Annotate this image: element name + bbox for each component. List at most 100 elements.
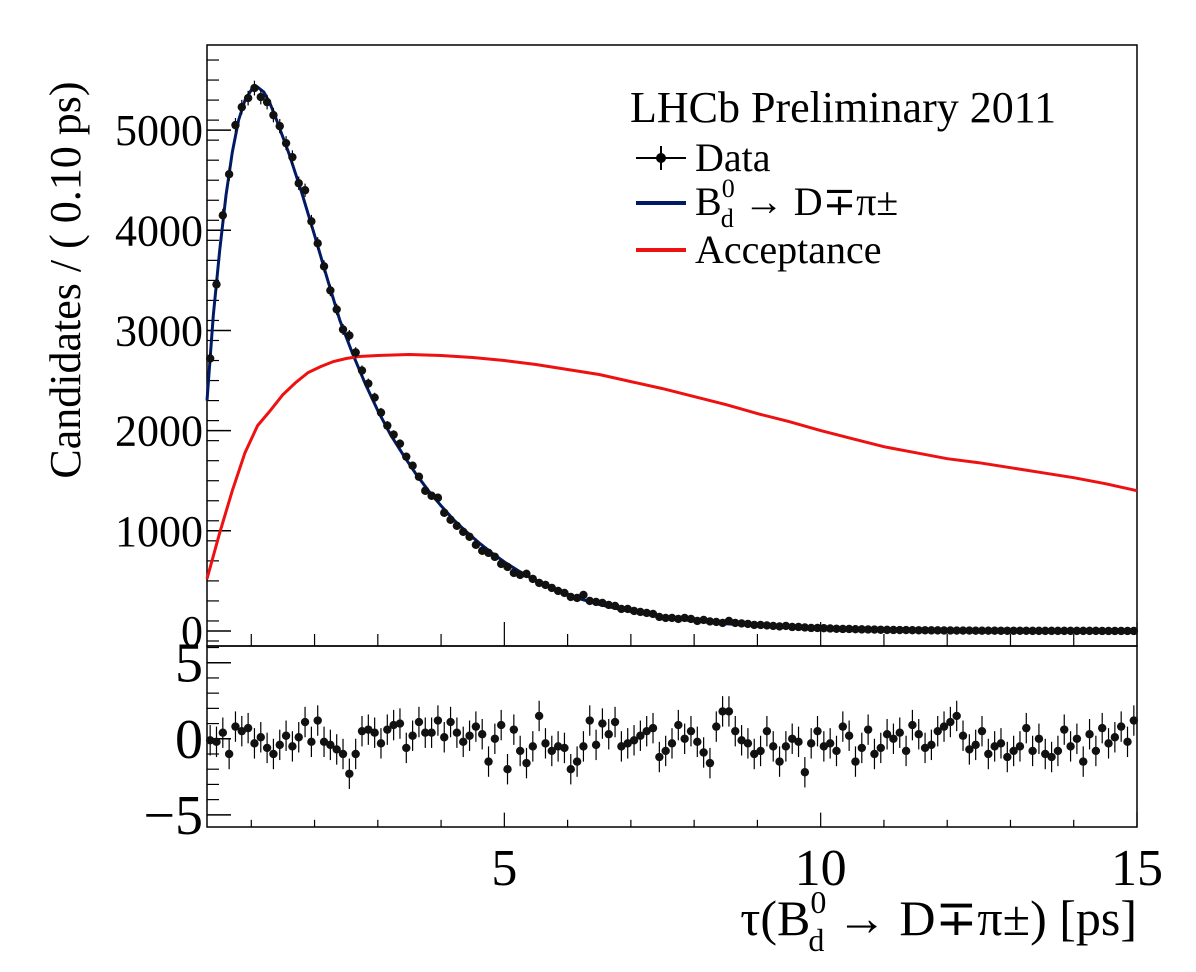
data-point [364, 379, 373, 388]
data-point [1028, 626, 1037, 636]
data-point [1110, 626, 1120, 636]
pull-point [231, 722, 240, 731]
pull-point [357, 726, 367, 736]
data-point [623, 604, 632, 614]
pull-point [699, 748, 708, 757]
data-point [357, 366, 367, 375]
pull-point [901, 746, 911, 756]
data-point [756, 620, 765, 630]
data-point [927, 626, 936, 635]
pull-point [205, 736, 215, 745]
pull-point [895, 728, 904, 737]
acceptance-curve [205, 352, 1138, 580]
pull-point [269, 749, 278, 759]
pull-y-tick-label: 5 [175, 633, 203, 695]
pull-point [237, 726, 246, 736]
pull-point [1015, 742, 1025, 751]
pull-point [433, 716, 443, 725]
pull-point [623, 739, 632, 748]
pull-point [604, 730, 613, 739]
pull-point [440, 733, 449, 742]
data-point [775, 622, 784, 631]
pull-point [332, 745, 341, 754]
main-y-tick-label: 3000 [115, 306, 203, 355]
main-y-tick-label: 4000 [115, 206, 203, 255]
pull-point [281, 731, 291, 740]
pull-point [326, 740, 335, 750]
pull-point [490, 734, 500, 743]
data-point [794, 622, 803, 632]
pull-point [648, 723, 658, 733]
pull-point [686, 726, 696, 736]
data-point [939, 626, 949, 635]
data-point [1091, 626, 1101, 636]
pull-point [933, 726, 942, 736]
pull-point [762, 726, 772, 736]
pull-point [743, 739, 753, 748]
data-point [750, 620, 759, 630]
data-point [218, 211, 228, 220]
pull-point [857, 743, 866, 753]
pull-point [693, 737, 702, 747]
data-point [231, 120, 240, 130]
data-point [693, 616, 702, 626]
pull-point [218, 728, 228, 737]
data-point [882, 625, 892, 635]
pull-point [952, 711, 961, 721]
data-point [870, 625, 879, 634]
data-point [395, 439, 405, 448]
data-point [326, 286, 335, 295]
data-point [528, 574, 538, 584]
legend-data-marker [656, 153, 666, 163]
legend-fit-rest: → D∓π± [734, 179, 899, 224]
pull-point [806, 739, 816, 748]
pull-point [939, 722, 949, 731]
data-point [414, 472, 424, 481]
data-point [503, 562, 512, 572]
pull-point [376, 739, 386, 748]
data-point [636, 607, 645, 617]
data-point [408, 461, 417, 470]
pull-point [788, 734, 797, 743]
legend-fit-base: B [695, 179, 722, 224]
pull-point [288, 742, 297, 751]
data-point [522, 569, 531, 579]
x-axis-title-tau: τ(B [740, 890, 810, 946]
pull-point [971, 740, 980, 750]
pull-point [421, 728, 430, 737]
pull-point [920, 743, 930, 753]
pull-point [313, 716, 322, 725]
data-point [243, 93, 253, 103]
data-point [800, 623, 810, 632]
pull-point [402, 743, 411, 753]
pull-point [750, 749, 759, 759]
data-point [863, 625, 873, 634]
pull-point [465, 731, 474, 740]
data-point [718, 618, 727, 628]
pull-point [1123, 737, 1132, 747]
pull-point [522, 758, 531, 768]
data-point [427, 491, 436, 500]
data-point [642, 608, 651, 618]
pull-point [496, 720, 506, 730]
pull-point [1072, 734, 1082, 743]
pull-point [250, 739, 259, 748]
pull-point [996, 739, 1006, 748]
data-point [769, 621, 778, 631]
pull-point [345, 769, 354, 778]
data-point [1047, 626, 1056, 636]
data-point [572, 593, 582, 603]
data-point [876, 625, 885, 634]
main-y-tick-label: 2000 [115, 407, 203, 456]
data-point [509, 568, 519, 578]
pull-point [585, 716, 594, 725]
data-point [813, 623, 822, 633]
data-point [699, 615, 708, 625]
data-point [370, 393, 379, 402]
data-point [724, 616, 734, 626]
data-point [294, 179, 303, 188]
data-point [851, 624, 860, 634]
data-point [288, 152, 297, 162]
data-point [547, 583, 556, 593]
